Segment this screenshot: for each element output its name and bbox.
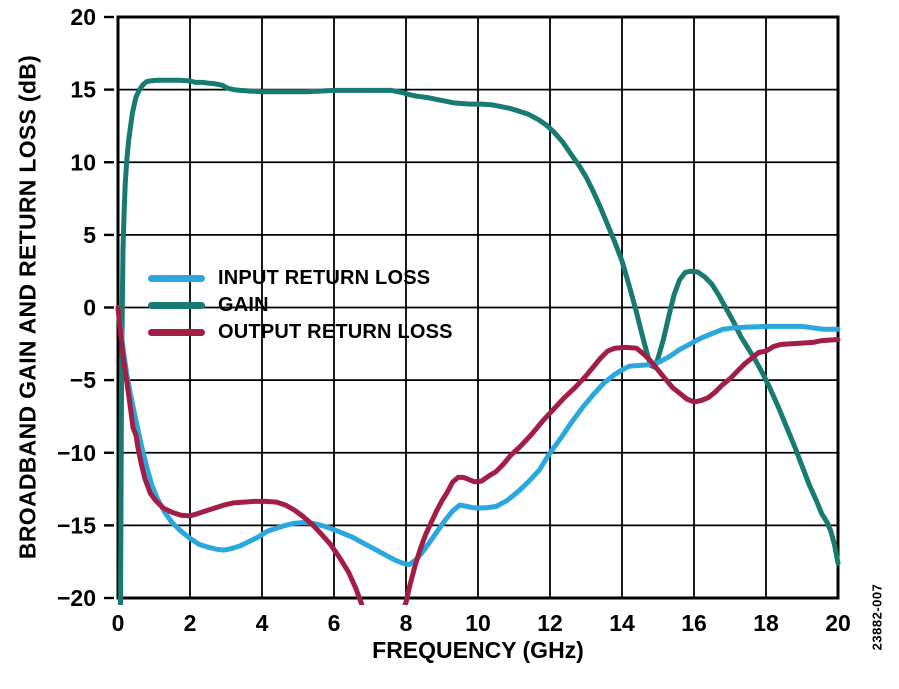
legend-label-input-return-loss: INPUT RETURN LOSS bbox=[218, 266, 431, 289]
legend-swatch-gain bbox=[148, 301, 205, 309]
svg-text:8: 8 bbox=[400, 610, 413, 636]
legend: INPUT RETURN LOSS GAIN OUTPUT RETURN LOS… bbox=[148, 266, 453, 344]
svg-text:2: 2 bbox=[184, 610, 197, 636]
legend-swatch-input-return-loss bbox=[148, 274, 205, 282]
legend-item-gain: GAIN bbox=[148, 293, 453, 317]
svg-text:6: 6 bbox=[328, 610, 341, 636]
svg-text:10: 10 bbox=[70, 149, 96, 175]
svg-text:0: 0 bbox=[112, 610, 125, 636]
svg-text:5: 5 bbox=[83, 222, 96, 248]
svg-text:−5: −5 bbox=[70, 367, 96, 393]
svg-text:12: 12 bbox=[537, 610, 563, 636]
svg-text:15: 15 bbox=[70, 77, 96, 103]
svg-text:18: 18 bbox=[753, 610, 779, 636]
svg-text:−15: −15 bbox=[57, 512, 96, 538]
svg-text:20: 20 bbox=[825, 610, 851, 636]
y-axis-title: BROADBAND GAIN AND RETURN LOSS (dB) bbox=[14, 54, 41, 560]
x-axis-title: FREQUENCY (GHz) bbox=[372, 637, 584, 663]
legend-item-input-return-loss: INPUT RETURN LOSS bbox=[148, 266, 453, 290]
svg-text:−10: −10 bbox=[57, 440, 96, 466]
svg-text:−20: −20 bbox=[57, 585, 96, 611]
svg-text:20: 20 bbox=[70, 4, 96, 30]
svg-text:10: 10 bbox=[465, 610, 491, 636]
legend-swatch-output-return-loss bbox=[148, 328, 205, 336]
svg-text:0: 0 bbox=[83, 295, 96, 321]
svg-text:14: 14 bbox=[609, 610, 635, 636]
legend-label-gain: GAIN bbox=[218, 293, 269, 316]
legend-item-output-return-loss: OUTPUT RETURN LOSS bbox=[148, 320, 453, 344]
svg-text:16: 16 bbox=[681, 610, 707, 636]
svg-text:4: 4 bbox=[256, 610, 269, 636]
figure-number-watermark: 23882-007 bbox=[869, 583, 885, 651]
legend-label-output-return-loss: OUTPUT RETURN LOSS bbox=[218, 320, 453, 343]
